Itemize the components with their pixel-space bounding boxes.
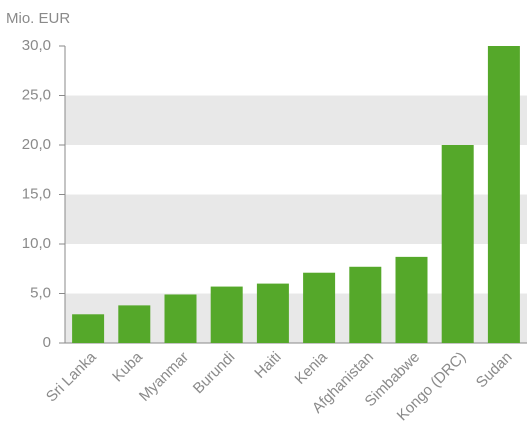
bar [349,266,382,343]
x-tick-label: Sudan [473,349,516,392]
y-tick-label: 10,0 [22,235,51,252]
y-tick-label: 15,0 [22,185,51,202]
y-tick-label: 30,0 [22,37,51,54]
bar [395,256,428,343]
bar [256,283,289,343]
y-axis-label: Mio. EUR [6,10,70,27]
y-tick-label: 25,0 [22,86,51,103]
x-tick-label: Sri Lanka [43,348,100,405]
bar [210,286,243,343]
y-tick-label: 20,0 [22,136,51,153]
bar [164,294,197,343]
x-tick-label: Kenia [292,348,332,388]
y-tick-label: 0 [43,334,51,351]
x-tick-label: Myanmar [136,349,192,405]
x-tick-label: Burundi [190,349,239,398]
y-tick-label: 5,0 [30,284,51,301]
bar [118,305,151,343]
bar [72,314,105,343]
bar [441,145,474,343]
bar [303,272,336,343]
x-tick-label: Kuba [109,348,146,385]
x-tick-label: Haiti [251,349,284,382]
bar [487,46,520,343]
grid-band [65,95,527,145]
